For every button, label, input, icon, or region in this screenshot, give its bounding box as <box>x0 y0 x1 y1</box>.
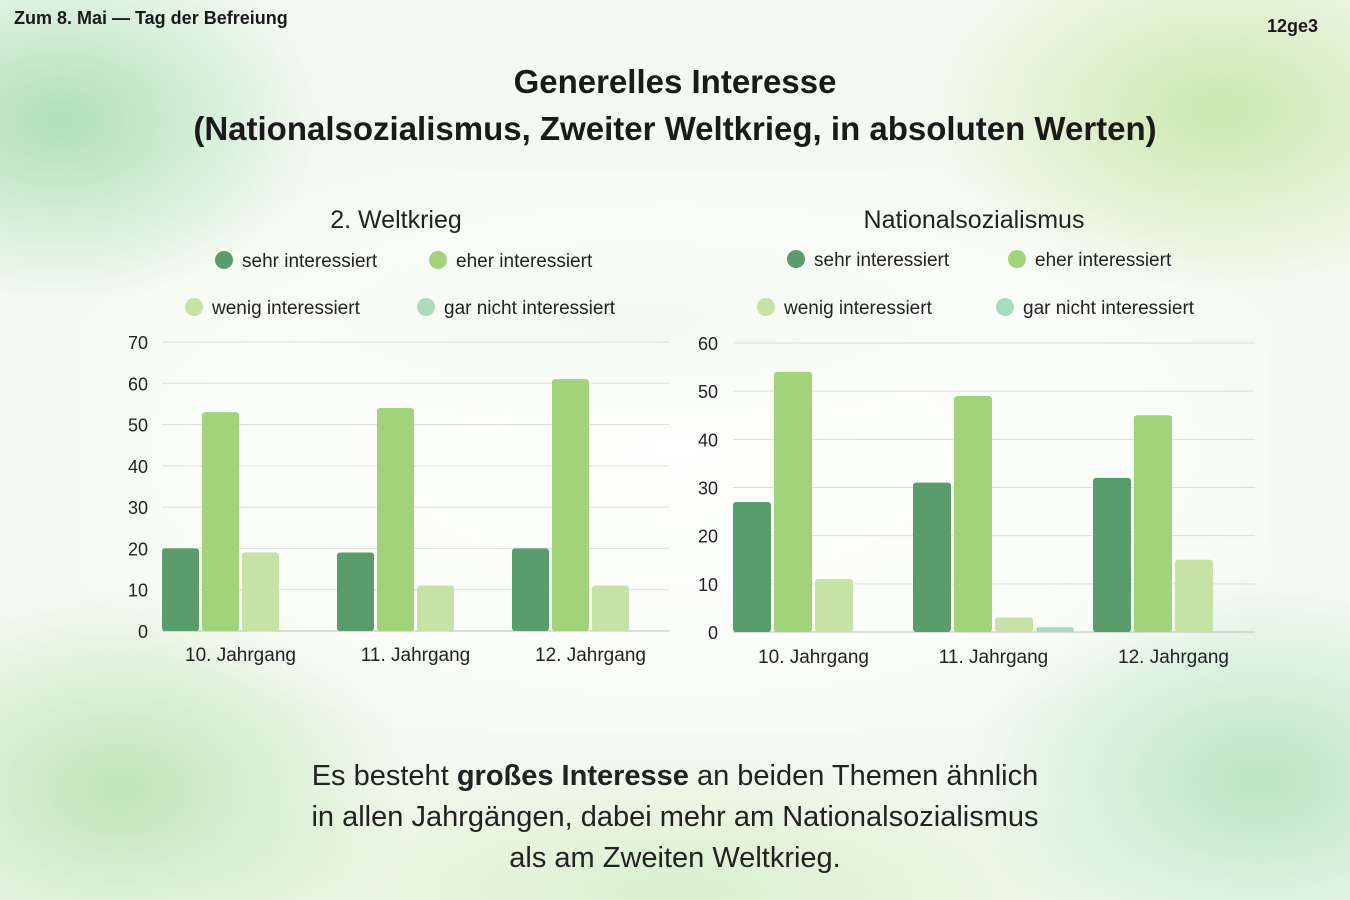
bar <box>512 548 549 631</box>
legend-label: wenig interessiert <box>783 298 933 319</box>
bar <box>774 371 812 632</box>
bar <box>377 408 414 631</box>
x-tick-label: 10. Jahrgang <box>185 645 296 666</box>
page-title: Generelles Interesse (Nationalsozialismu… <box>0 58 1350 152</box>
summary-line-3: als am Zweiten Weltkrieg. <box>509 842 841 874</box>
summary-line-1: Es besteht großes Interesse an beiden Th… <box>0 756 1350 797</box>
chart-title: Nationalsozialismus <box>864 206 1085 234</box>
title-line-2: (Nationalsozialismus, Zweiter Weltkrieg,… <box>193 110 1157 147</box>
y-tick-label: 20 <box>698 527 718 547</box>
x-tick-label: 12. Jahrgang <box>1118 647 1229 668</box>
y-tick-label: 60 <box>698 334 718 354</box>
y-tick-label: 60 <box>128 374 148 394</box>
x-tick-label: 11. Jahrgang <box>939 647 1049 668</box>
bar <box>552 379 589 631</box>
legend-swatch <box>996 298 1014 316</box>
class-label: 12ge3 <box>1266 16 1318 36</box>
y-tick-label: 20 <box>128 539 148 559</box>
legend-swatch <box>787 250 805 268</box>
y-tick-label: 40 <box>698 430 718 450</box>
y-tick-label: 10 <box>128 581 148 601</box>
y-tick-label: 40 <box>128 457 148 477</box>
summary-line-2: in allen Jahrgängen, dabei mehr am Natio… <box>311 801 1039 833</box>
bar <box>202 412 239 631</box>
y-tick-label: 10 <box>698 575 718 595</box>
x-tick-label: 12. Jahrgang <box>535 645 646 666</box>
y-tick-label: 50 <box>128 416 148 436</box>
bar <box>1093 477 1131 632</box>
legend-label: gar nicht interessiert <box>1023 298 1195 319</box>
legend-swatch <box>185 298 203 316</box>
bar <box>995 617 1033 632</box>
bar <box>954 395 992 632</box>
legend-swatch <box>757 298 775 316</box>
y-tick-label: 50 <box>698 382 718 402</box>
summary-text: Es besteht großes Interesse an beiden Th… <box>0 756 1350 879</box>
bar <box>417 585 454 631</box>
legend-label: gar nicht interessiert <box>444 298 616 319</box>
bar <box>242 552 279 631</box>
bar <box>1175 559 1213 632</box>
title-line-1: Generelles Interesse <box>513 63 837 100</box>
legend-label: sehr interessiert <box>814 250 950 271</box>
bar <box>815 579 853 632</box>
legend-label: eher interessiert <box>1035 250 1172 271</box>
legend-swatch <box>417 298 435 316</box>
legend-label: eher interessiert <box>456 251 593 272</box>
legend-label: sehr interessiert <box>242 251 378 272</box>
legend-swatch <box>429 251 447 269</box>
legend-swatch <box>215 251 233 269</box>
summary-part2: an beiden Themen ähnlich <box>688 760 1039 792</box>
event-label: Zum 8. Mai — Tag der Befreiung <box>14 8 288 28</box>
summary-part1: Es besteht <box>311 760 457 792</box>
x-tick-label: 10. Jahrgang <box>758 647 869 668</box>
y-tick-label: 30 <box>128 498 148 518</box>
y-tick-label: 0 <box>138 622 148 642</box>
y-tick-label: 70 <box>128 333 148 353</box>
bar <box>162 548 199 631</box>
chart-title: 2. Weltkrieg <box>330 206 462 234</box>
bar <box>1036 627 1074 632</box>
summary-bold: großes Interesse <box>456 760 689 792</box>
bar <box>592 585 629 631</box>
bar <box>1134 415 1172 632</box>
y-tick-label: 30 <box>698 479 718 499</box>
bar <box>913 482 951 632</box>
legend-label: wenig interessiert <box>211 298 361 319</box>
legend-swatch <box>1008 250 1026 268</box>
bar <box>337 552 374 631</box>
x-tick-label: 11. Jahrgang <box>361 645 471 666</box>
y-tick-label: 0 <box>708 623 718 643</box>
bar <box>733 501 771 632</box>
